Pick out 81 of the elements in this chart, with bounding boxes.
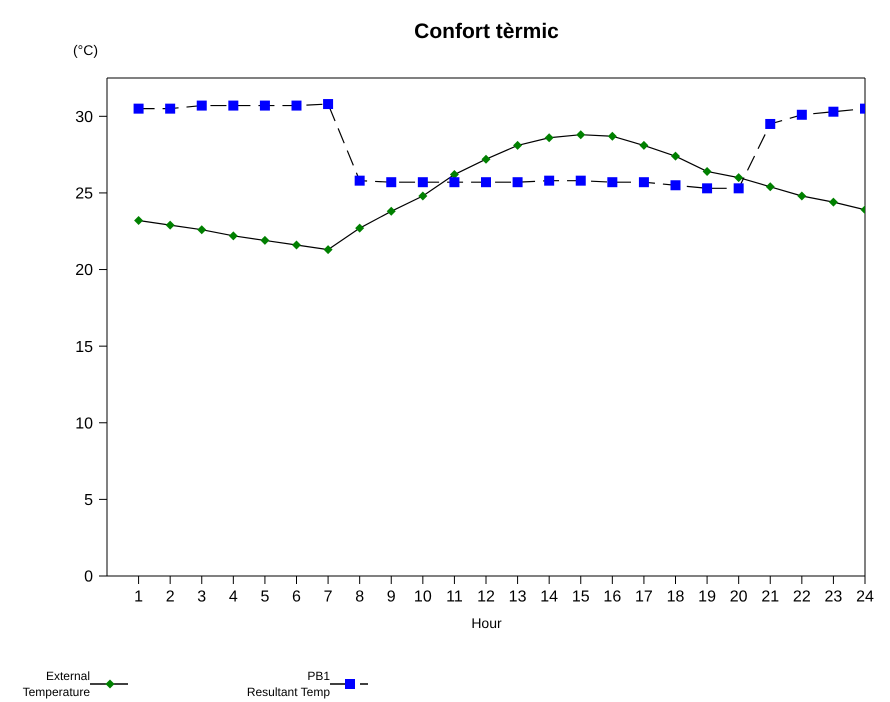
point [481,177,491,188]
point [638,177,649,188]
x-tick-label: 20 [730,588,748,606]
point [576,176,586,186]
point [512,177,523,188]
y-tick-label: 5 [84,492,94,510]
point [260,100,270,111]
x-tick-label: 12 [477,588,495,606]
x-tick-label: 6 [292,588,302,606]
legend-label: PB1 Resultant Temp [246,668,330,700]
x-tick-label: 10 [414,588,432,606]
x-tick-label: 15 [572,588,590,606]
y-tick-label: 0 [84,568,94,586]
x-tick-label: 4 [228,588,238,606]
x-tick-label: 7 [324,588,333,606]
x-tick-label: 5 [260,588,270,606]
y-tick-label: 30 [75,108,94,126]
x-tick-label: 2 [166,588,175,606]
point [324,245,333,254]
point [513,140,522,150]
point [354,176,365,186]
x-tick-label: 17 [635,588,653,606]
point [544,133,554,142]
point [828,106,838,117]
point [134,216,144,226]
y-axis-title: (°C) [73,42,98,58]
y-tick-label: 25 [75,186,94,203]
point [449,177,460,188]
point [482,154,490,164]
point [796,110,807,120]
point [828,198,838,207]
x-axis-title: Hour [470,615,503,631]
point [734,173,744,182]
point [418,191,428,200]
point [670,180,680,190]
point [734,183,744,194]
x-tick-label: 18 [666,588,684,606]
y-tick-label: 15 [75,338,94,356]
point [386,206,396,216]
point [671,152,680,161]
x-tick-label: 8 [355,588,364,606]
point [576,130,586,140]
point [544,176,554,186]
point [323,99,334,110]
point [418,177,428,188]
x-tick-label: 9 [386,588,396,606]
point [702,166,712,176]
x-tick-label: 13 [508,588,527,606]
point [166,220,175,230]
point [766,182,775,192]
x-tick-label: 3 [197,588,206,606]
point [797,191,806,200]
x-tick-label: 11 [446,588,463,606]
y-tick-label: 20 [75,262,94,280]
x-tick-label: 16 [603,588,622,606]
point [228,100,238,111]
legend-label: External Temperature [22,668,90,700]
point [197,225,206,234]
point [260,236,270,245]
point [134,104,144,114]
y-tick-label: 10 [75,415,94,432]
point [292,240,301,250]
point [607,177,618,188]
x-tick-label: 24 [856,588,874,606]
x-tick-label: 14 [540,588,558,606]
x-tick-label: 21 [761,588,780,606]
point [765,118,776,129]
point [608,132,617,141]
x-tick-label: 19 [698,588,716,606]
point [165,104,176,114]
chart-title: Confort tèrmic [413,20,560,44]
point [639,140,648,150]
x-tick-label: 1 [134,588,144,606]
point [355,224,364,233]
x-tick-label: 22 [792,588,811,606]
point [196,100,207,111]
point [292,100,302,111]
point [386,177,396,188]
point [228,231,238,240]
x-tick-label: 23 [824,588,842,606]
point [702,183,712,194]
